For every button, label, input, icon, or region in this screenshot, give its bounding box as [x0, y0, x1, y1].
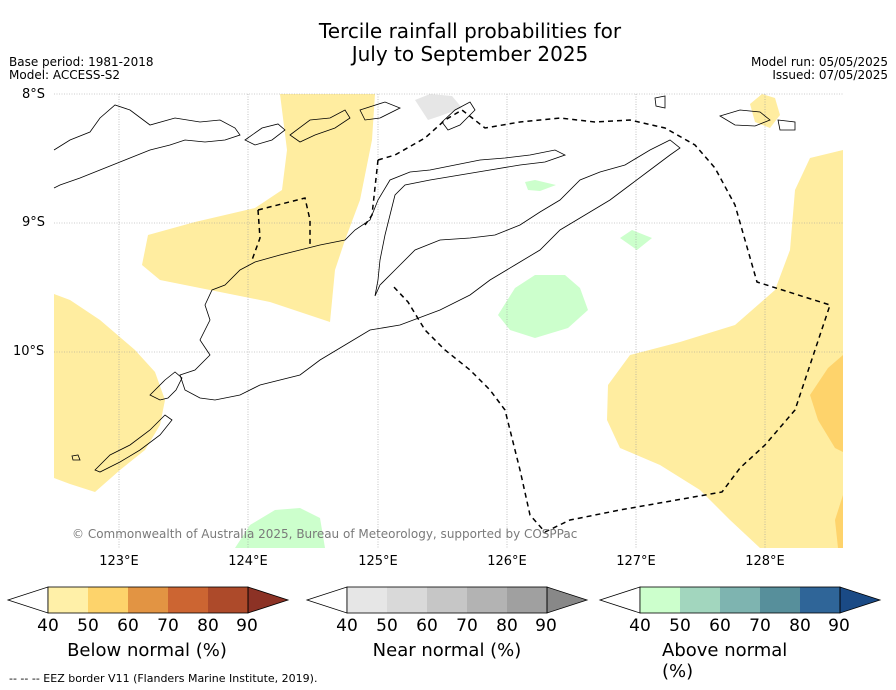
title-line-2: July to September 2025 [351, 42, 589, 66]
latitude-label: 10°S [13, 344, 45, 359]
colorbar-segment [800, 587, 840, 613]
colorbar-segment [760, 587, 800, 613]
colorbar-tick: 80 [789, 616, 811, 636]
longitude-label: 128°E [745, 554, 785, 569]
colorbar-segment [467, 587, 507, 613]
issued-date: Issued: 07/05/2025 [772, 68, 888, 82]
colorbar-segment [427, 587, 467, 613]
colorbar-tick: 50 [669, 616, 691, 636]
longitude-label: 127°E [616, 554, 656, 569]
probability-shading [54, 94, 843, 548]
longitude-label: 124°E [228, 554, 268, 569]
timor-island [179, 139, 681, 401]
base-period: Base period: 1981-2018 [9, 55, 154, 69]
graticule [54, 93, 843, 548]
above-normal-region [620, 230, 652, 250]
colorbar-segment [168, 587, 208, 613]
northern-islands [53, 104, 241, 189]
colorbar-tick: 90 [828, 616, 850, 636]
colorbar-segment [507, 587, 547, 613]
northern-islands [654, 95, 666, 109]
colorbar-tick: 40 [336, 616, 358, 636]
colorbar-segment [128, 587, 168, 613]
model-info: Base period: 1981-2018 Model: ACCESS-S2 [9, 56, 154, 82]
map-title: Tercile rainfall probabilities for July … [0, 20, 896, 66]
below-normal-region-strong [810, 355, 843, 452]
latitude-label: 9°S [22, 215, 46, 230]
colorbar-segment [720, 587, 760, 613]
northern-islands [719, 109, 771, 127]
below-normal-region [607, 150, 843, 548]
eez-border [251, 109, 831, 533]
below-normal-region [54, 294, 165, 492]
colorbar-tick: 60 [709, 616, 731, 636]
colorbar-tick: 80 [197, 616, 219, 636]
above-normal-region [235, 508, 325, 548]
small-island [149, 371, 183, 401]
small-island [71, 454, 81, 461]
small-island [94, 414, 173, 473]
below-normal-region [142, 94, 375, 322]
colorbar-extend-low [598, 586, 641, 614]
colorbar-segment [347, 587, 387, 613]
longitude-label: 125°E [358, 554, 398, 569]
colorbar-tick: 40 [629, 616, 651, 636]
near-normal-region [415, 94, 462, 120]
colorbar-outline [639, 586, 841, 614]
northern-islands [441, 101, 476, 131]
colorbar-segment [640, 587, 680, 613]
title-line-1: Tercile rainfall probabilities for [318, 19, 622, 43]
colorbar-segment [680, 587, 720, 613]
longitude-label: 126°E [487, 554, 527, 569]
model-run-date: Model run: 05/05/2025 [750, 55, 888, 69]
northern-islands [777, 119, 796, 131]
model-name: Model: ACCESS-S2 [9, 68, 121, 82]
colorbar-extend-high [546, 586, 589, 614]
colorbar-segment [88, 587, 128, 613]
colorbar-tick: 40 [37, 616, 59, 636]
below-normal-region [750, 94, 780, 128]
above-normal-region [498, 275, 588, 338]
colorbar-tick: 70 [456, 616, 478, 636]
latitude-label: 8°S [22, 87, 46, 102]
colorbar-title-near: Near normal (%) [372, 640, 522, 661]
colorbar-segment [48, 587, 88, 613]
colorbar-outline [346, 586, 548, 614]
colorbar-segment [208, 587, 248, 613]
colorbar-segment [387, 587, 427, 613]
above-normal-region [525, 180, 556, 191]
colorbar-tick: 50 [376, 616, 398, 636]
colorbar-tick: 90 [236, 616, 258, 636]
colorbar-tick: 50 [77, 616, 99, 636]
colorbar-title-above: Above normal (%) [662, 640, 788, 682]
colorbar-extend-high [839, 586, 882, 614]
northern-islands [359, 101, 401, 121]
colorbar-outline [47, 586, 249, 614]
run-info: Model run: 05/05/2025 Issued: 07/05/2025 [751, 56, 888, 82]
northern-islands [244, 123, 286, 146]
longitude-label: 123°E [99, 554, 139, 569]
colorbar-tick: 90 [535, 616, 557, 636]
below-normal-region-strong [835, 495, 843, 548]
colorbar-extend-low [305, 586, 348, 614]
colorbar-tick: 80 [496, 616, 518, 636]
northern-islands [289, 109, 351, 143]
colorbar-tick: 60 [117, 616, 139, 636]
colorbar-extend-high [247, 586, 290, 614]
copyright-notice: © Commonwealth of Australia 2025, Bureau… [72, 527, 578, 541]
colorbar-tick: 60 [416, 616, 438, 636]
colorbar-tick: 70 [749, 616, 771, 636]
eez-footnote: -- -- -- EEZ border V11 (Flanders Marine… [9, 672, 318, 685]
coastline [53, 95, 796, 473]
colorbar-tick: 70 [157, 616, 179, 636]
colorbar-extend-low [6, 586, 49, 614]
colorbar-title-below: Below normal (%) [67, 640, 227, 661]
